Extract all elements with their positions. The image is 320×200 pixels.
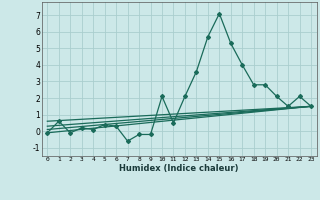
X-axis label: Humidex (Indice chaleur): Humidex (Indice chaleur) — [119, 164, 239, 173]
